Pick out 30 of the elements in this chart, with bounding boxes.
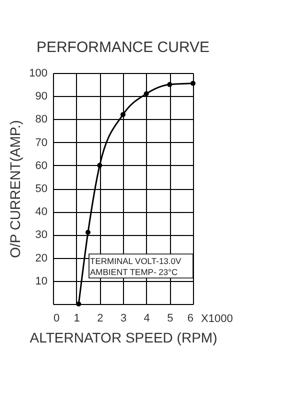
- y-tick-label: 80: [35, 114, 48, 126]
- y-tick-label: 50: [35, 183, 48, 195]
- point: [86, 230, 90, 235]
- x-tick-label: 2: [97, 312, 104, 324]
- point: [97, 162, 102, 168]
- chart-title: PERFORMANCE CURVE: [36, 39, 210, 56]
- annotation: TERMINAL VOLT-13.0V: [90, 256, 182, 266]
- point: [167, 82, 172, 88]
- x-axis-title: ALTERNATOR SPEED (RPM): [30, 330, 218, 346]
- point: [76, 302, 82, 306]
- point: [190, 80, 196, 86]
- x-tick-label: 1: [74, 312, 80, 324]
- point: [144, 91, 149, 96]
- point: [120, 112, 126, 118]
- x-tick-label: 4: [144, 312, 150, 324]
- y-tick-label: 10: [35, 275, 48, 288]
- y-tick-label: 30: [35, 229, 48, 242]
- y-tick-label: 90: [35, 90, 48, 103]
- x-tick-label: 6: [187, 312, 194, 324]
- y-tick-label: 40: [35, 206, 48, 218]
- y-axis-title: O/P CURRENT(AMP.): [7, 120, 24, 258]
- y-tick-label: 70: [35, 136, 48, 149]
- x-tick-label: 3: [120, 312, 127, 324]
- y-tick-label: 100: [29, 68, 48, 80]
- y-tick-label: 20: [35, 252, 48, 264]
- y-tick-label: 60: [35, 160, 48, 172]
- annotation: AMBIENT TEMP- 23°C: [90, 267, 178, 277]
- x-tick-label: 0: [54, 312, 60, 324]
- x-tick-label: 5: [167, 312, 174, 324]
- text: X1000: [201, 313, 233, 325]
